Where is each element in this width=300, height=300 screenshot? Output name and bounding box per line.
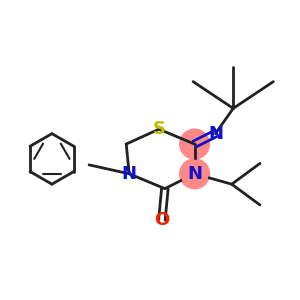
Text: N: N bbox=[122, 165, 137, 183]
Text: N: N bbox=[208, 125, 223, 143]
Text: S: S bbox=[152, 120, 165, 138]
Text: N: N bbox=[187, 165, 202, 183]
Circle shape bbox=[180, 159, 209, 189]
Text: O: O bbox=[154, 211, 170, 229]
Circle shape bbox=[180, 129, 209, 159]
Circle shape bbox=[181, 160, 208, 187]
